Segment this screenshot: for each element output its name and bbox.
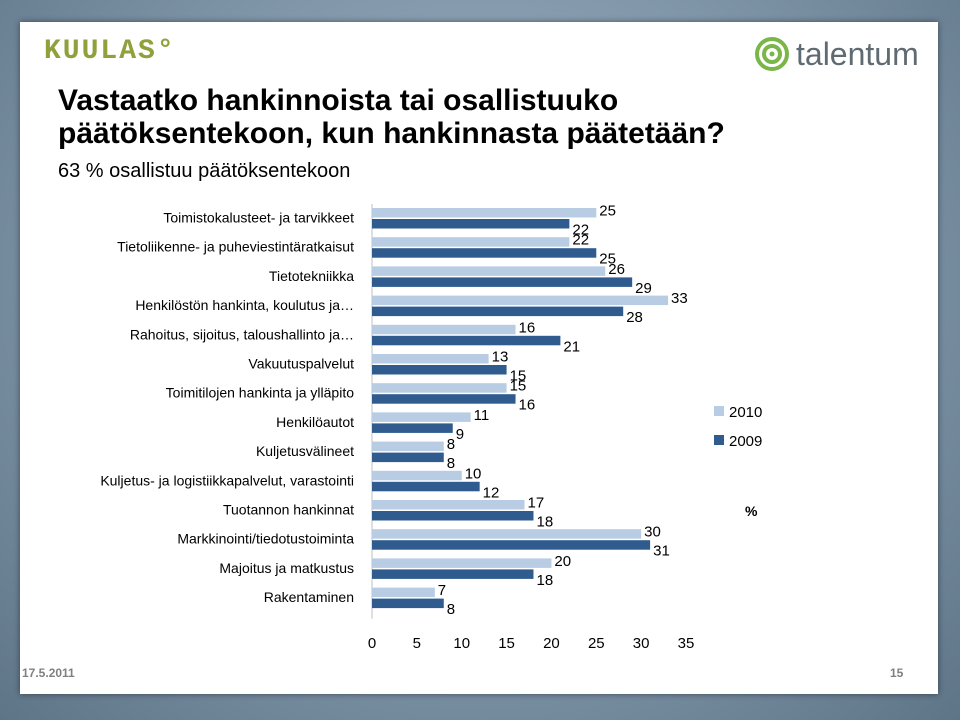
data-label-2010: 10 <box>465 465 482 482</box>
x-tick-label: 25 <box>588 635 605 652</box>
data-label-2010: 7 <box>438 582 446 599</box>
bar-2009 <box>372 452 444 463</box>
data-label-2009: 16 <box>519 397 536 414</box>
bar-2009 <box>372 598 444 609</box>
kuulas-logo: KUULAS° <box>44 36 176 67</box>
x-tick-label: 10 <box>453 635 470 652</box>
category-label: Majoitus ja matkustus <box>219 560 354 576</box>
data-label-2009: 22 <box>572 222 589 239</box>
data-label-2009: 15 <box>510 368 527 385</box>
data-label-2009: 12 <box>483 484 500 501</box>
data-label-2009: 9 <box>456 426 464 443</box>
bar-2009 <box>372 394 516 404</box>
bar-2010 <box>372 412 471 422</box>
category-label: Henkilöautot <box>276 414 354 430</box>
category-label: Kuljetus- ja logistiikkapalvelut, varast… <box>100 472 354 488</box>
category-label: Toimistokalusteet- ja tarvikkeet <box>163 210 354 226</box>
bar-2009 <box>372 306 624 317</box>
footer-date: 17.5.2011 <box>22 666 75 680</box>
bar-2009 <box>372 423 453 433</box>
bar-2009 <box>372 569 534 579</box>
category-label: Rahoitus, sijoitus, taloushallinto ja… <box>130 326 354 342</box>
data-label-2010: 15 <box>510 378 527 395</box>
bar-2009 <box>372 248 597 258</box>
category-label: Markkinointi/tiedotustoiminta <box>177 531 354 547</box>
bar-2009 <box>372 511 534 521</box>
data-label-2009: 8 <box>447 601 455 618</box>
page-subtitle: 63 % osallistuu päätöksentekoon <box>58 160 351 182</box>
x-tick-label: 20 <box>543 635 560 652</box>
data-label-2009: 8 <box>447 455 455 472</box>
bar-2010 <box>372 383 507 393</box>
category-label: Kuljetusvälineet <box>256 443 354 459</box>
data-label-2010: 20 <box>554 553 571 570</box>
talentum-spiral-icon <box>755 37 789 71</box>
x-tick-label: 30 <box>633 635 650 652</box>
data-label-2010: 30 <box>644 524 661 541</box>
data-label-2009: 29 <box>635 280 652 297</box>
legend-label-2010: 2010 <box>729 404 762 421</box>
category-label: Rakentaminen <box>264 589 354 605</box>
data-label-2010: 25 <box>599 203 616 220</box>
bar-2009 <box>372 277 633 287</box>
bar-2010 <box>372 237 570 247</box>
data-label-2010: 16 <box>519 319 536 336</box>
data-label-2009: 28 <box>626 309 643 326</box>
bar-2010 <box>372 324 516 335</box>
bar-2010 <box>372 266 606 276</box>
bar-2009 <box>372 219 570 229</box>
bar-2010 <box>372 354 489 364</box>
bar-2009 <box>372 335 561 346</box>
bar-2010 <box>372 470 462 481</box>
category-label: Tietotekniikka <box>269 268 354 284</box>
legend-swatch-2009 <box>714 435 724 445</box>
talentum-logo: talentum <box>754 34 919 74</box>
data-label-2010: 22 <box>572 232 589 249</box>
page-title: Vastaatko hankinnoista tai osallistuuko … <box>58 84 725 150</box>
x-tick-label: 35 <box>678 635 695 652</box>
talentum-logo-text: talentum <box>796 35 919 72</box>
legend-swatch-2010 <box>714 406 724 416</box>
x-tick-label: 5 <box>413 635 421 652</box>
bar-2010 <box>372 558 552 568</box>
category-label: Henkilöstön hankinta, koulutus ja… <box>135 297 354 313</box>
bar-2010 <box>372 500 525 510</box>
x-tick-label: 0 <box>368 635 376 652</box>
data-label-2009: 31 <box>653 543 670 560</box>
bar-2010 <box>372 295 669 306</box>
data-label-2009: 18 <box>536 572 553 589</box>
category-label: Tuotannon hankinnat <box>223 502 354 518</box>
data-label-2009: 25 <box>599 251 616 268</box>
data-label-2010: 11 <box>474 407 490 424</box>
page-number: 15 <box>890 666 904 680</box>
bar-2010 <box>372 441 444 452</box>
bar-2010 <box>372 529 642 539</box>
bar-2010 <box>372 208 597 218</box>
bar-2010 <box>372 587 435 598</box>
legend-label-2009: 2009 <box>729 433 762 450</box>
data-label-2010: 8 <box>447 436 455 453</box>
bar-2009 <box>372 540 651 550</box>
bar-2009 <box>372 365 507 375</box>
data-label-2010: 33 <box>671 290 688 307</box>
x-tick-label: 15 <box>498 635 515 652</box>
category-label: Vakuutuspalvelut <box>248 356 354 372</box>
bar-2009 <box>372 481 480 492</box>
category-label: Toimitilojen hankinta ja ylläpito <box>166 385 355 401</box>
data-label-2010: 13 <box>492 349 509 366</box>
data-label-2010: 26 <box>608 261 625 278</box>
data-label-2009: 18 <box>536 514 553 531</box>
unit-label: % <box>745 503 758 519</box>
data-label-2009: 21 <box>563 338 580 355</box>
data-label-2010: 17 <box>528 495 545 512</box>
category-label: Tietoliikenne- ja puheviestintäratkaisut <box>117 239 354 255</box>
